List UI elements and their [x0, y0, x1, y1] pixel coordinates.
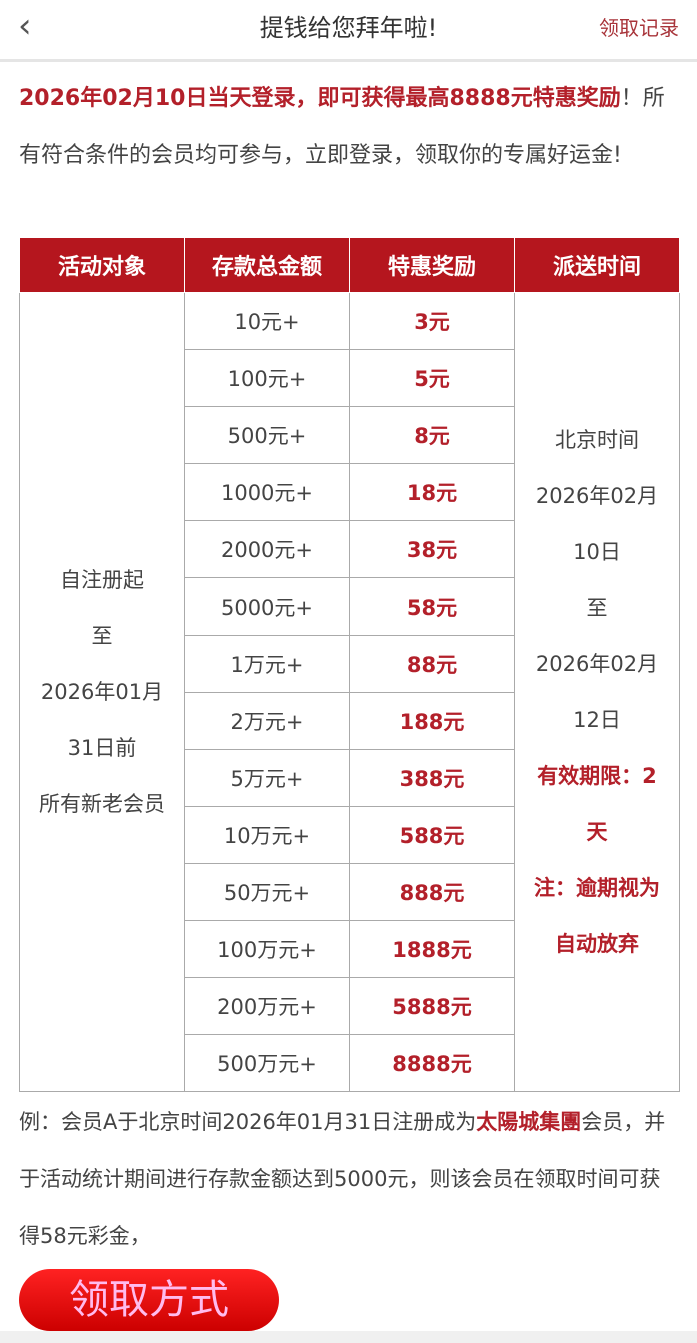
- column-header: 特惠奖励: [349, 237, 515, 293]
- reward-cell: 88元: [349, 634, 515, 693]
- claim-method-button[interactable]: 领取方式: [19, 1269, 279, 1331]
- table-row: 100元+ 5元: [20, 349, 680, 408]
- deposit-cell: 5万元+: [184, 748, 350, 807]
- target-line: 所有新老会员: [39, 792, 165, 817]
- reward-cell: 18元: [349, 463, 515, 522]
- table-row: 1万元+ 88元: [20, 634, 680, 693]
- deposit-cell: 10万元+: [184, 805, 350, 864]
- reward-cell: 888元: [349, 862, 515, 922]
- deposit-cell: 100万元+: [184, 920, 350, 979]
- deposit-cell: 100元+: [184, 349, 350, 408]
- brand-name: 太陽城集團: [476, 1110, 582, 1134]
- reward-cell: 58元: [349, 577, 515, 636]
- table-row: 5万元+ 388元: [20, 748, 680, 807]
- time-line: 12日: [573, 708, 621, 733]
- column-header: 存款总金额: [184, 237, 350, 293]
- deposit-cell: 200万元+: [184, 977, 350, 1036]
- deposit-cell: 2000元+: [184, 520, 350, 579]
- deposit-cell: 2万元+: [184, 691, 350, 750]
- table-row: 自注册起至 2026年01月 31日前所有新老会员 10元+ 3元北京时间 2026年02…: [19, 291, 680, 1093]
- reward-cell: 388元: [349, 748, 515, 807]
- time-line: 2026年02月: [535, 652, 659, 677]
- example-part1: 例：会员A于北京时间2026年01月31日注册成为: [19, 1110, 477, 1134]
- target-line: 自注册起: [60, 568, 144, 593]
- table-row: 500万元+ 8888元: [20, 1034, 680, 1093]
- deposit-cell: 1万元+: [184, 634, 350, 693]
- reward-cell: 8元: [349, 406, 515, 465]
- validity-line: 天: [586, 820, 608, 845]
- table-row: 2000元+ 38元: [20, 520, 680, 579]
- intro-highlight: 2026年02月10日当天登录，即可获得最高8888元特惠奖励: [19, 86, 621, 111]
- intro-rest: ！所有符合条件的会员均可参与，立即登录，领取你的专属好运金!: [19, 86, 665, 168]
- time-line: 10日: [573, 540, 621, 565]
- validity-line: 注：逾期视为: [534, 876, 660, 901]
- reward-cell: 8888元: [349, 1034, 515, 1093]
- target-line: 2026年01月: [40, 680, 164, 705]
- intro-text: 2026年02月10日当天登录，即可获得最高8888元特惠奖励！所有符合条件的会…: [19, 70, 679, 184]
- back-button[interactable]: ‹: [18, 6, 32, 46]
- table-row: 200万元+ 5888元: [20, 977, 680, 1036]
- deposit-cell: 10元+: [184, 291, 350, 351]
- column-header: 派送时间: [514, 237, 680, 293]
- reward-cell: 5888元: [349, 977, 515, 1036]
- validity-line: 有效期限：2: [537, 764, 657, 789]
- validity-line: 自动放弃: [555, 932, 639, 957]
- table-row: 10万元+ 588元: [20, 805, 680, 864]
- reward-cell: 3元: [349, 291, 515, 351]
- page-title: 提钱给您拜年啦!: [259, 14, 438, 42]
- time-line: 至: [586, 596, 608, 621]
- target-line: 31日前: [67, 736, 137, 761]
- table-row: 100万元+ 1888元: [20, 920, 680, 979]
- reward-cell: 1888元: [349, 920, 515, 979]
- target-line: 至: [91, 624, 113, 649]
- example-part2: 会员，并于活动统计期间进行存款金额达到5000元，则该会员在领取时间可获得58元…: [19, 1110, 666, 1248]
- time-line: 北京时间: [555, 428, 639, 453]
- table-row: 2万元+ 188元: [20, 691, 680, 750]
- top-bar: ‹ 提钱给您拜年啦! 领取记录: [0, 0, 697, 62]
- deposit-cell: 500万元+: [184, 1034, 350, 1093]
- target-cell: 自注册起至 2026年01月 31日前所有新老会员: [19, 291, 185, 1093]
- example-text: 例：会员A于北京时间2026年01月31日注册成为太陽城集團会员，并于活动统计期…: [19, 1094, 679, 1265]
- deposit-cell: 5000元+: [184, 577, 350, 636]
- column-header: 活动对象: [19, 237, 185, 293]
- reward-table: 活动对象 存款总金额 特惠奖励 派送时间 自注册起至 2026年01月 31日前所有新老会…: [19, 237, 680, 1093]
- reward-cell: 38元: [349, 520, 515, 579]
- time-line: 2026年02月: [535, 484, 659, 509]
- deposit-cell: 1000元+: [184, 463, 350, 522]
- chevron-left-icon: ‹: [18, 6, 32, 46]
- reward-cell: 588元: [349, 805, 515, 864]
- bottom-bar: [0, 1331, 697, 1343]
- reward-cell: 188元: [349, 691, 515, 750]
- reward-cell: 5元: [349, 349, 515, 408]
- time-cell: 北京时间 2026年02月 10日至 2026年02月 12日有效期限：2 天注：逾期视为…: [514, 291, 680, 1093]
- records-link[interactable]: 领取记录: [599, 16, 679, 40]
- deposit-cell: 50万元+: [184, 862, 350, 922]
- deposit-cell: 500元+: [184, 406, 350, 465]
